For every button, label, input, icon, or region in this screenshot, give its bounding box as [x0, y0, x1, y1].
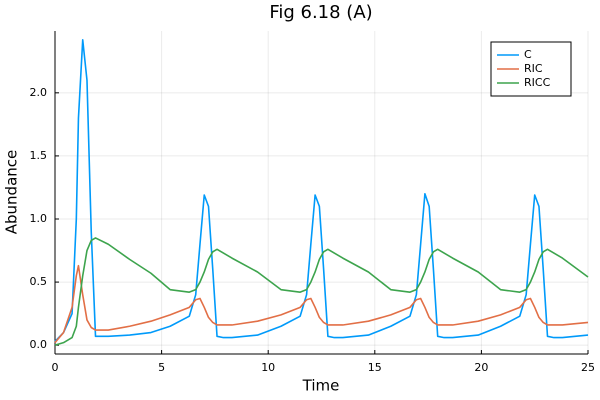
x-axis-label: Time: [302, 377, 340, 395]
y-tick-label: 0.0: [30, 338, 48, 351]
series-line: [54, 237, 589, 346]
y-tick-label: 2.0: [30, 86, 48, 99]
series-line: [54, 264, 589, 344]
x-tick-label: 15: [368, 361, 382, 374]
y-tick-label: 1.0: [30, 212, 48, 225]
x-tick-label: 10: [261, 361, 275, 374]
x-tick-label: 5: [158, 361, 165, 374]
series-line: [54, 39, 589, 342]
legend-label: RICC: [524, 76, 551, 89]
chart-title: Fig 6.18 (A): [269, 2, 372, 23]
legend-label: RIC: [524, 62, 543, 75]
legend-label: C: [524, 48, 532, 61]
y-axis-label: Abundance: [3, 150, 21, 235]
x-tick-label: 20: [474, 361, 488, 374]
y-tick-label: 1.5: [30, 149, 48, 162]
x-tick-label: 0: [52, 361, 59, 374]
x-tick-label: 25: [581, 361, 595, 374]
y-tick-label: 0.5: [30, 275, 48, 288]
